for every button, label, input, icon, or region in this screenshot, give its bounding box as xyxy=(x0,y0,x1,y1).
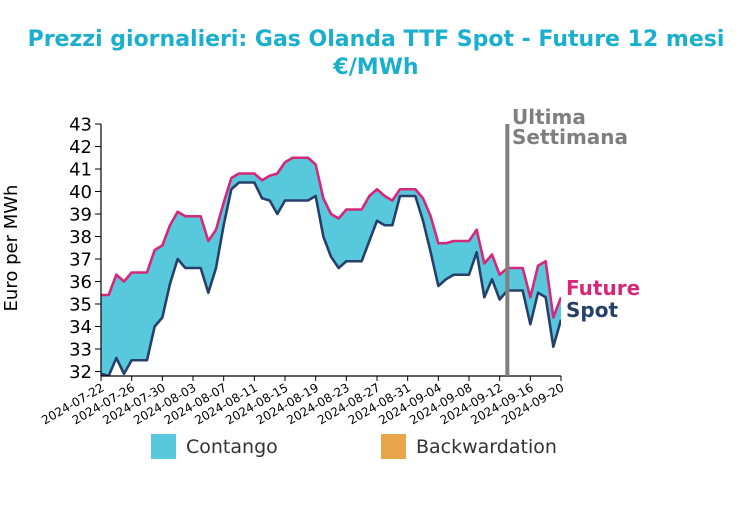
legend-swatch-contango xyxy=(151,434,176,459)
legend-label-contango: Contango xyxy=(186,436,278,458)
legend-label-backwardation: Backwardation xyxy=(416,436,557,458)
legend: Contango Backwardation xyxy=(151,434,557,459)
y-tick-label: 35 xyxy=(69,295,92,316)
vline-label-ultima: Ultima xyxy=(512,105,586,129)
plot-area: 3233343536373839404142432024-07-222024-0… xyxy=(39,115,566,428)
y-tick-label: 34 xyxy=(69,317,92,338)
y-tick-label: 38 xyxy=(69,227,92,248)
legend-swatch-backwardation xyxy=(381,434,406,459)
y-tick-label: 36 xyxy=(69,272,92,293)
vline-label-settimana: Settimana xyxy=(512,125,628,149)
y-tick-label: 43 xyxy=(69,115,92,136)
y-axis-label: Euro per MWh xyxy=(1,185,22,312)
y-tick-label: 41 xyxy=(69,160,92,181)
y-tick-label: 37 xyxy=(69,250,92,271)
y-tick-label: 32 xyxy=(69,362,92,383)
y-tick-label: 40 xyxy=(69,182,92,203)
future-line xyxy=(101,156,561,319)
y-tick-label: 42 xyxy=(69,137,92,158)
spot-series-label: Spot xyxy=(566,298,618,322)
y-tick-label: 39 xyxy=(69,205,92,226)
future-series-label: Future xyxy=(566,276,640,300)
chart-title-unit: €/MWh xyxy=(332,55,418,80)
chart-title: Prezzi giornalieri: Gas Olanda TTF Spot … xyxy=(28,27,725,52)
y-tick-label: 33 xyxy=(69,340,92,361)
spot-line xyxy=(101,181,561,376)
contango-area xyxy=(101,157,561,376)
